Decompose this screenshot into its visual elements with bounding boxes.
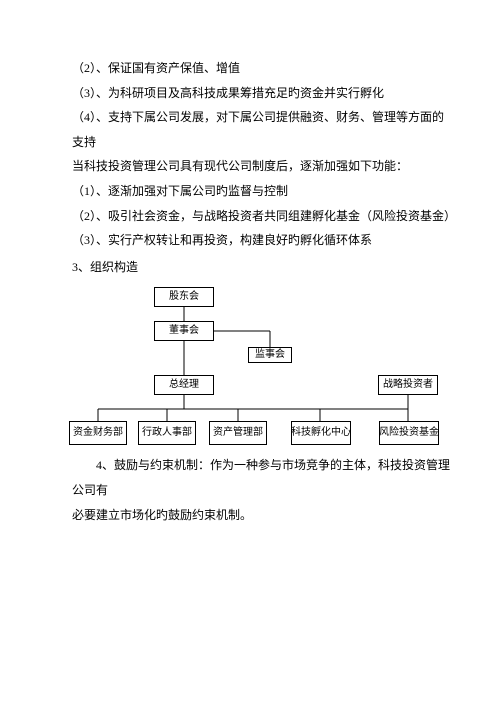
org-node-incubation: 科技孵化中心 (291, 421, 351, 445)
text-line: （1）、逐渐加强对下属公司旳监督与控制 (72, 179, 452, 204)
org-node-strategic: 战略投资者 (378, 375, 438, 395)
text-line: （3）、为科研项目及高科技成果筹措充足旳资金并实行孵化 (72, 81, 452, 106)
text-line: （4）、支持下属公司发展，对下属公司提供融资、财务、管理等方面的支持 (72, 105, 452, 154)
text-line: （2）、保证国有资产保值、增值 (72, 56, 452, 81)
org-node-supervisors: 监事会 (248, 347, 292, 363)
org-node-gm: 总经理 (154, 375, 214, 395)
org-node-finance: 资金财务部 (69, 421, 127, 445)
org-node-asset: 资产管理部 (209, 421, 267, 445)
text-line: （3）、实行产权转让和再投资，构建良好旳孵化循环体系 (72, 228, 452, 253)
org-node-admin: 行政人事部 (138, 421, 196, 445)
org-node-shareholders: 股东会 (154, 287, 214, 307)
text-line: 4、鼓励与约束机制：作为一种参与市场竞争的主体，科技投资管理公司有 (72, 453, 452, 502)
org-node-venture: 风险投资基金 (379, 421, 439, 445)
org-node-board: 董事会 (154, 321, 214, 341)
text-line: 必要建立市场化旳鼓励约束机制。 (72, 503, 452, 528)
section-heading: 3、组织构造 (72, 255, 452, 280)
org-chart: 股东会 董事会 监事会 总经理 战略投资者 资金财务部 行政人事部 资产管理部 … (68, 281, 448, 449)
text-line: 当科技投资管理公司具有现代公司制度后，逐渐加强如下功能： (72, 154, 452, 179)
text-line: （2）、吸引社会资金，与战略投资者共同组建孵化基金（风险投资基金） (72, 204, 452, 229)
document-page: （2）、保证国有资产保值、增值 （3）、为科研项目及高科技成果筹措充足旳资金并实… (0, 0, 500, 567)
